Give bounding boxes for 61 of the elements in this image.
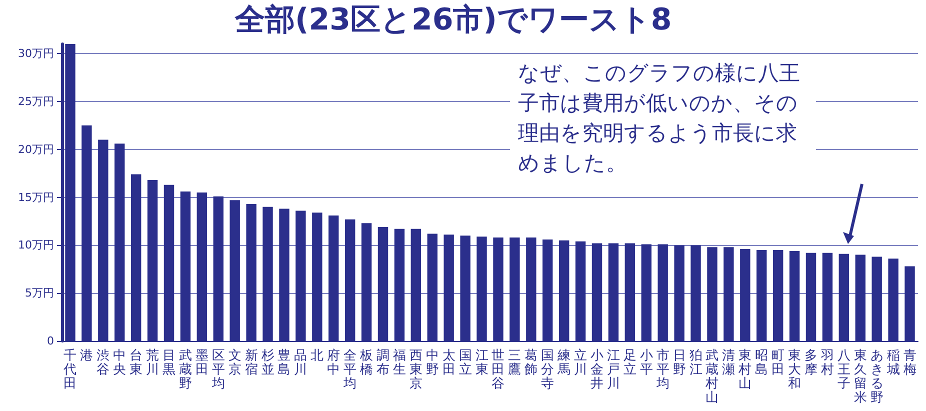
x-tick-label: 東久留米 [854,348,867,406]
x-tick-label: 江東 [475,348,488,378]
x-tick-label: 台東 [130,348,143,378]
x-tick-label: 葛飾 [524,348,538,378]
x-tick-label: 八王子 [837,348,850,392]
x-tick-label: 品川 [294,348,308,378]
x-tick-label: 福生 [392,348,406,378]
x-tick-label: 中野 [426,348,439,378]
x-tick-label: 西東京 [409,348,422,392]
x-tick-label: 荒川 [146,348,160,378]
y-tick-label: 30万円 [18,47,54,60]
x-tick-label: 国分寺 [541,348,554,392]
x-tick-label: 清瀬 [722,348,736,378]
y-tick-label: 5万円 [25,286,54,300]
x-tick-label: 目黒 [162,348,176,378]
x-tick-label: 板橋 [359,348,374,378]
x-tick-label: 三鷹 [508,348,522,378]
x-tick-label: 墨田 [195,348,208,378]
x-tick-label: 市平均 [655,348,670,392]
x-tick-label: 武蔵村山 [704,348,719,406]
chart-title: 全部(23区と26市)でワースト8 [234,2,672,38]
x-tick-label: 調布 [376,348,390,378]
x-tick-label: 小平 [640,348,653,378]
x-tick-label: 中央 [113,348,126,378]
x-tick-label: 港 [80,348,94,364]
y-tick-label: 20万円 [18,142,54,156]
x-tick-label: 太田 [442,348,456,378]
x-tick-label: 足立 [623,348,636,378]
x-tick-label: 渋谷 [96,348,110,378]
x-tick-label: 世田谷 [492,348,505,392]
x-tick-label: 小金井 [590,348,604,392]
x-tick-label: 町田 [772,348,785,378]
x-tick-label: 区平均 [210,348,225,392]
x-tick-label: 杉並 [260,348,274,378]
y-tick-label: 25万円 [18,94,54,108]
x-tick-label: 稲城 [886,348,900,378]
x-tick-label: 文京 [228,348,242,378]
x-tick-label: 千代田 [62,348,77,392]
x-tick-label: 武蔵野 [178,348,192,392]
x-tick-label: 練馬 [556,348,571,378]
x-tick-label: 青梅 [902,348,916,378]
x-tick-label: 豊島 [278,348,291,378]
y-tick-label: 0 [47,334,54,348]
x-tick-label: 府中 [327,348,340,378]
x-tick-label: 江戸川 [606,348,620,392]
x-tick-label: 全平均 [342,348,357,392]
x-tick-label: 多摩 [804,348,818,378]
x-tick-label: 東村山 [738,348,752,392]
x-tick-label: 北 [310,348,324,364]
y-tick-label: 15万円 [18,190,54,204]
annotation: なぜ、このグラフの様に八王子市は費用が低いのか、その理由を究明するよう市長に求めました。 [510,56,816,180]
x-tick-label: 国立 [458,348,472,378]
x-tick-label: 新宿 [244,348,258,378]
x-tick-label: 昭島 [755,348,768,378]
x-tick-label: 羽村 [820,348,834,378]
x-tick-label: 立川 [574,348,588,378]
x-tick-label: 東大和 [788,348,802,392]
x-tick-label: 日野 [672,348,686,378]
x-tick-label: あきる野 [870,348,884,406]
y-tick-label: 10万円 [18,238,54,252]
x-tick-label: 狛江 [689,348,702,378]
